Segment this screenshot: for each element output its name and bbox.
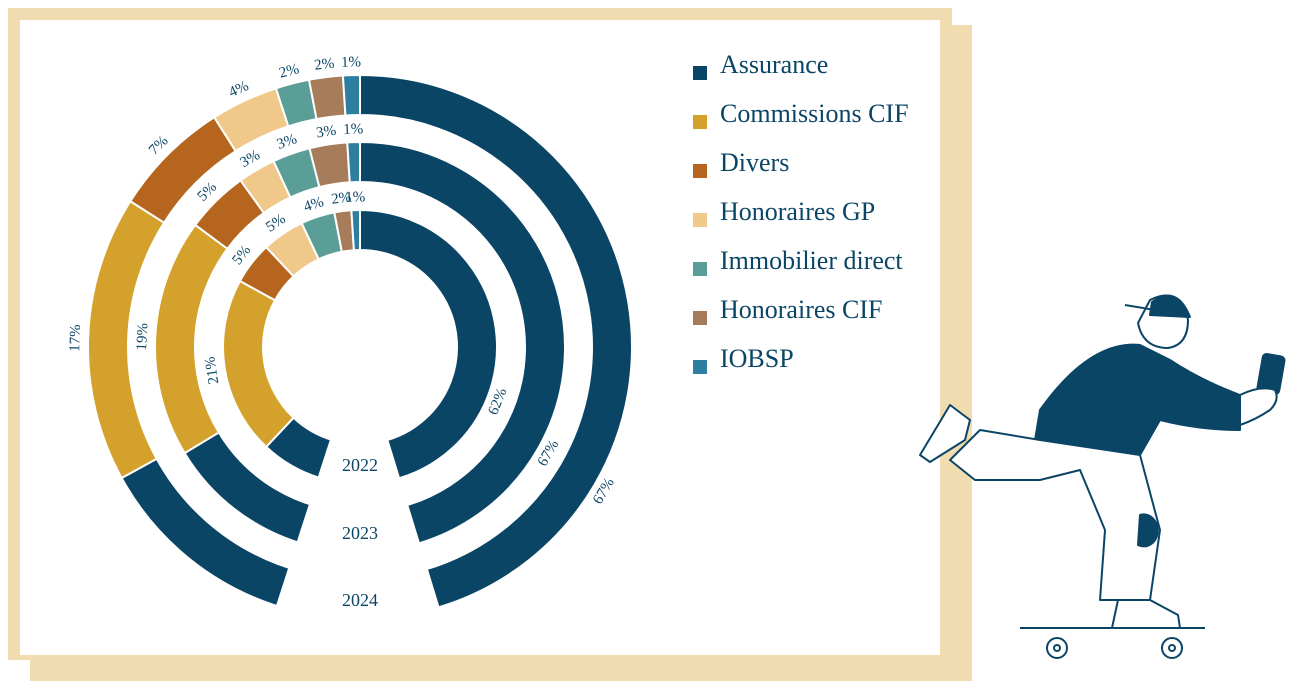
ring-segment	[341, 73, 361, 117]
year-label: 2023	[342, 523, 378, 543]
value-label: 1%	[341, 54, 361, 71]
legend-swatch	[693, 311, 707, 325]
legend-label: Honoraires GP	[720, 197, 875, 226]
ring-segment	[307, 74, 347, 121]
value-label: 21%	[202, 356, 222, 386]
value-label: 2%	[313, 55, 335, 73]
legend-swatch	[693, 164, 707, 178]
legend: Assurance Commissions CIF Divers Honoraires…	[693, 50, 909, 374]
value-label: 17%	[67, 324, 84, 352]
legend-label: IOBSP	[720, 344, 794, 373]
label-gap	[267, 347, 448, 634]
legend-swatch	[693, 262, 707, 276]
year-label: 2022	[342, 455, 378, 475]
skater-illustration	[919, 290, 1292, 681]
value-label: 4%	[302, 194, 326, 215]
legend-label: Immobilier direct	[720, 246, 903, 275]
plot: 62%21%5%5%4% 2%1%67%19%5%3%3% 3% 1%67%17%7%…	[67, 54, 633, 634]
legend-swatch	[693, 115, 707, 129]
ring-segment	[183, 140, 566, 553]
legend-label: Divers	[720, 148, 789, 177]
legend-swatch	[693, 66, 707, 80]
value-label: 1%	[345, 189, 365, 206]
ring-segment	[350, 208, 361, 252]
ring-segment	[346, 140, 361, 184]
legend-label: Commissions CIF	[720, 99, 909, 128]
legend-swatch	[693, 360, 707, 374]
legend-label: Honoraires CIF	[720, 295, 882, 324]
year-label: 2024	[342, 590, 378, 610]
value-label: 19%	[134, 323, 151, 351]
value-label: 3%	[275, 131, 299, 153]
value-label: 4%	[226, 78, 251, 101]
legend-swatch	[693, 213, 707, 227]
value-label: 3%	[315, 123, 337, 142]
value-label: 1%	[343, 121, 363, 138]
ring-segment	[264, 208, 498, 485]
value-label: 2%	[278, 61, 301, 81]
ring-segment	[120, 73, 633, 620]
value-label: 2%	[330, 189, 352, 207]
legend-label: Assurance	[720, 50, 828, 79]
